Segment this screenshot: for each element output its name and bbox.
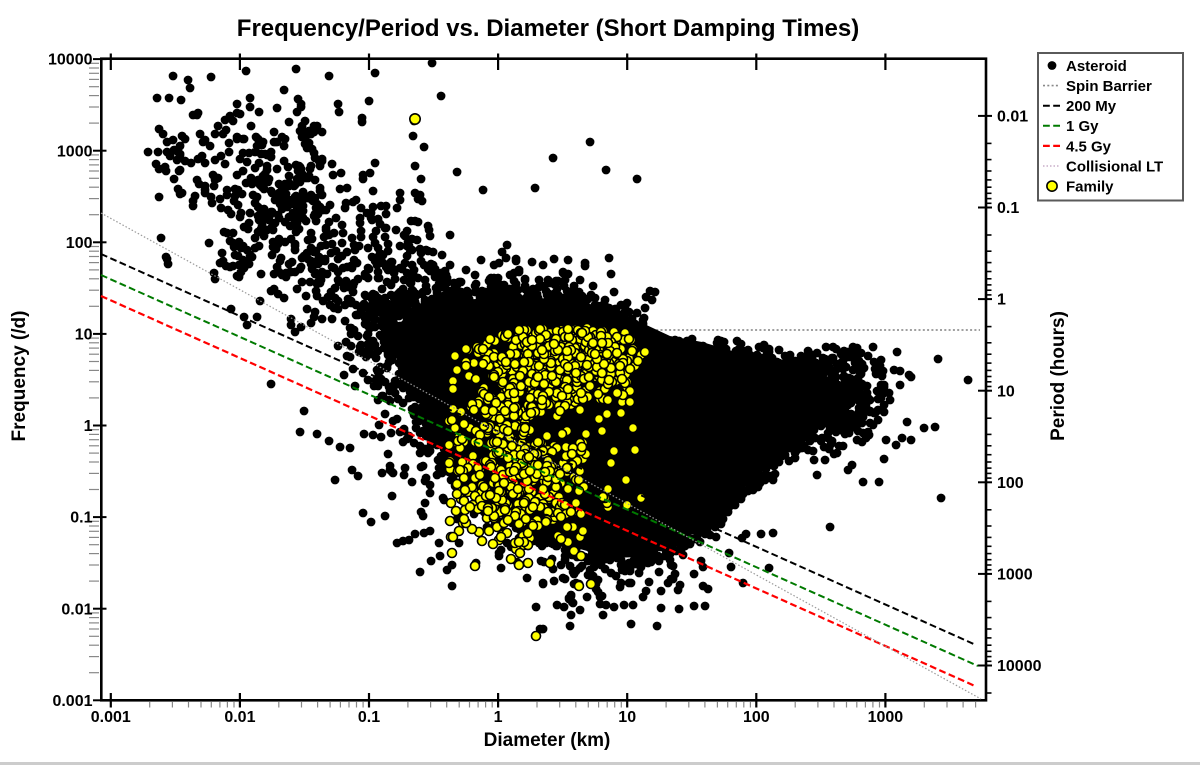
svg-text:Frequency (/d): Frequency (/d): [9, 311, 30, 442]
svg-text:0.01: 0.01: [224, 709, 255, 726]
svg-text:0.1: 0.1: [70, 510, 92, 527]
svg-text:0.001: 0.001: [91, 709, 131, 726]
svg-text:Collisional LT: Collisional LT: [1066, 158, 1163, 175]
svg-text:Diameter (km): Diameter (km): [484, 730, 611, 751]
svg-text:Asteroid: Asteroid: [1066, 58, 1127, 75]
svg-text:10: 10: [997, 383, 1015, 400]
svg-text:1: 1: [997, 292, 1006, 309]
svg-text:1000: 1000: [57, 143, 93, 160]
svg-text:10000: 10000: [997, 658, 1042, 675]
svg-text:100: 100: [997, 475, 1024, 492]
svg-text:1 Gy: 1 Gy: [1066, 118, 1099, 135]
svg-text:Period (hours): Period (hours): [1048, 311, 1069, 441]
svg-text:Frequency/Period vs. Diameter: Frequency/Period vs. Diameter (Short Dam…: [237, 15, 859, 42]
svg-text:1000: 1000: [868, 709, 904, 726]
svg-text:0.01: 0.01: [61, 601, 92, 618]
svg-text:4.5 Gy: 4.5 Gy: [1066, 138, 1112, 155]
svg-text:0.1: 0.1: [997, 200, 1019, 217]
svg-text:10: 10: [618, 709, 636, 726]
svg-text:0.01: 0.01: [997, 108, 1028, 125]
svg-text:100: 100: [66, 235, 93, 252]
svg-text:10000: 10000: [48, 52, 93, 69]
svg-text:10: 10: [75, 327, 93, 344]
svg-text:1: 1: [84, 418, 93, 435]
svg-text:0.1: 0.1: [358, 709, 380, 726]
svg-text:1: 1: [494, 709, 503, 726]
svg-text:Family: Family: [1066, 179, 1114, 196]
svg-text:0.001: 0.001: [52, 693, 92, 710]
svg-text:100: 100: [743, 709, 770, 726]
svg-text:1000: 1000: [997, 566, 1033, 583]
svg-text:200 My: 200 My: [1066, 98, 1117, 115]
svg-text:Spin Barrier: Spin Barrier: [1066, 78, 1152, 95]
